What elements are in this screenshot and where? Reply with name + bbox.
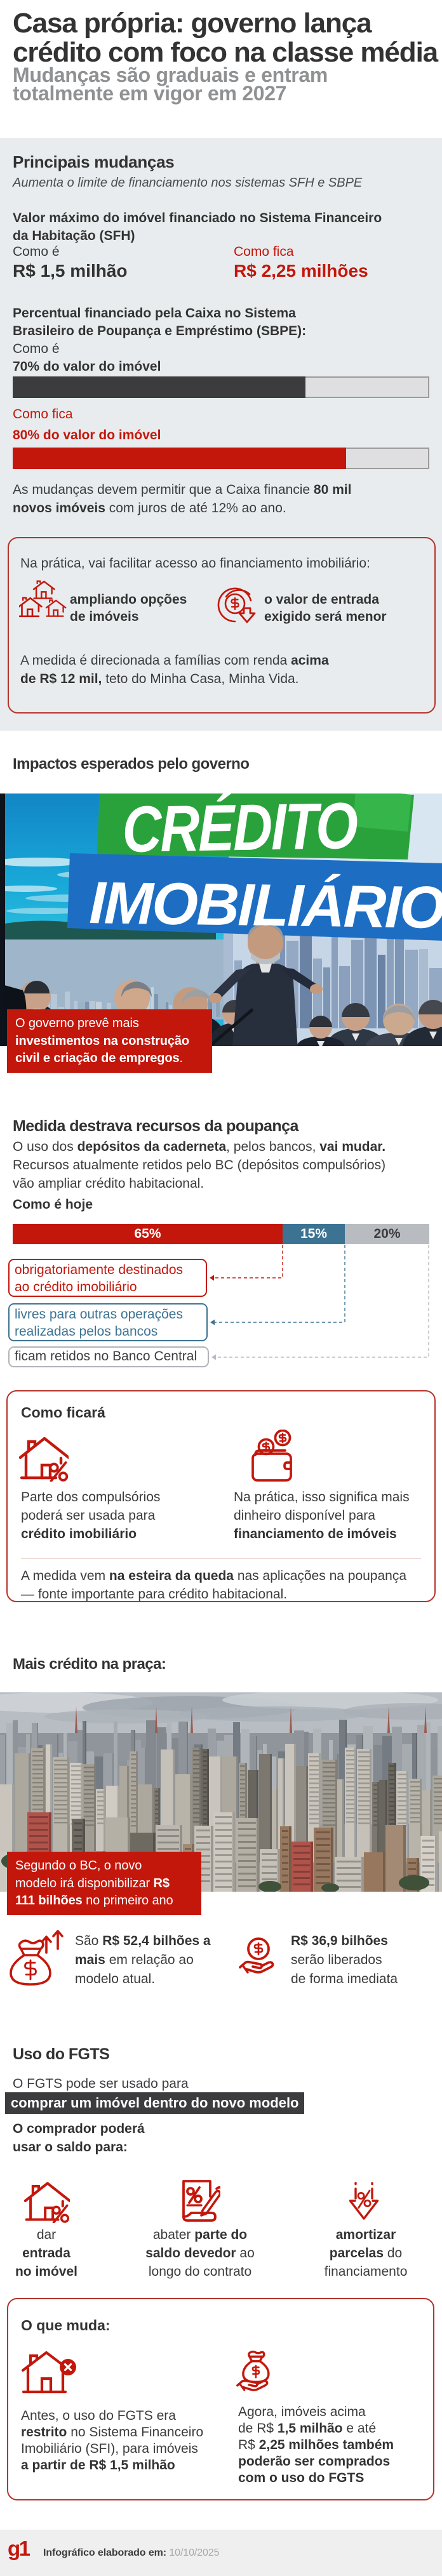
svg-text:CRÉDITO: CRÉDITO bbox=[122, 793, 358, 866]
svg-text:g1: g1 bbox=[8, 2539, 30, 2560]
